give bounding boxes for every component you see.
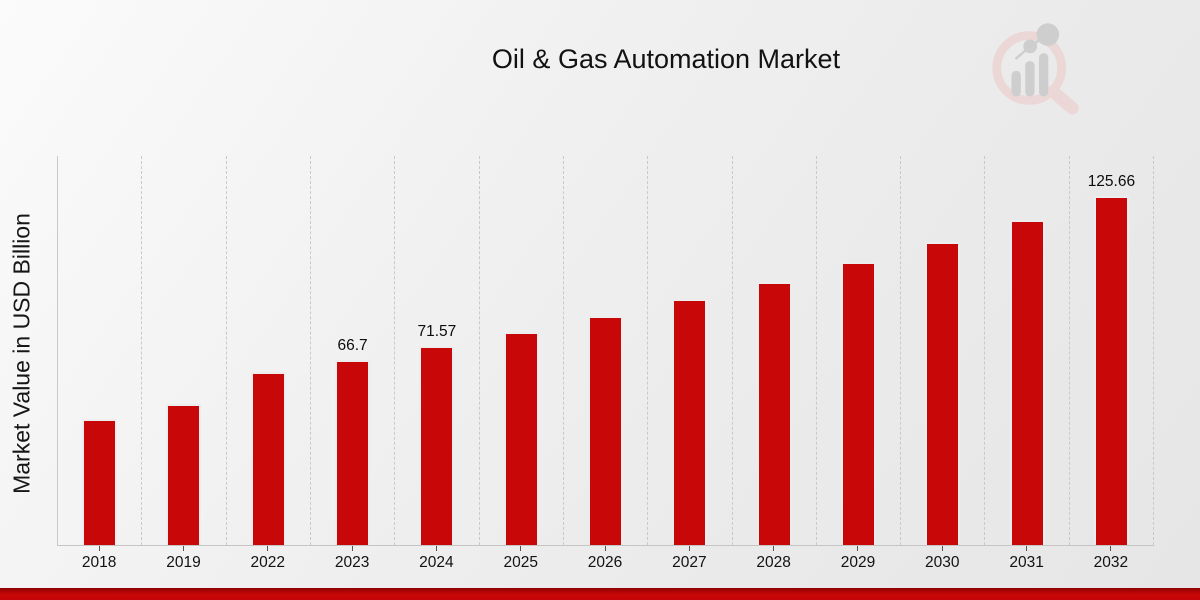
- bar-2024: [419, 346, 455, 545]
- axis-tick: [435, 546, 437, 551]
- x-axis-cell-2030: 2030: [900, 546, 984, 578]
- bar-value-label-2023: 66.7: [337, 337, 368, 354]
- x-axis-cell-2025: 2025: [479, 546, 563, 578]
- bar-2029: [840, 262, 876, 545]
- bar-column-2027: [648, 156, 733, 545]
- axis-tick: [773, 546, 775, 551]
- bar-column-2031: [985, 156, 1070, 545]
- x-axis-label-2032: 2032: [1093, 554, 1129, 571]
- x-axis-cell-2023: 2023: [310, 546, 394, 578]
- bar-column-2028: [733, 156, 817, 545]
- bar-2031: [1009, 220, 1045, 545]
- x-axis-cell-2032: 2032: [1069, 546, 1153, 578]
- bar-column-2029: [817, 156, 902, 545]
- bar-2030: [925, 242, 961, 545]
- magnifier-bar-chart-watermark-icon: [992, 23, 1079, 115]
- x-axis-cell-2029: 2029: [816, 546, 900, 578]
- chart-title: Oil & Gas Automation Market: [491, 44, 841, 74]
- bar-column-2024: 71.57: [395, 156, 480, 545]
- bar-column-2022: [227, 156, 311, 545]
- x-axis-cell-2019: 2019: [141, 546, 225, 578]
- x-axis-cell-2031: 2031: [984, 546, 1068, 578]
- x-axis-label-2023: 2023: [334, 554, 370, 571]
- bar-2026: [588, 316, 624, 545]
- bar-2025: [503, 332, 539, 545]
- x-axis-label-2028: 2028: [756, 554, 791, 571]
- x-axis-label-2022: 2022: [250, 554, 286, 571]
- x-axis-cell-2026: 2026: [563, 546, 647, 578]
- bar-value-label-2032: 125.66: [1087, 173, 1136, 190]
- x-axis-cell-2027: 2027: [647, 546, 731, 578]
- bar-column-2025: [480, 156, 564, 545]
- x-axis-label-2031: 2031: [1009, 554, 1044, 571]
- x-axis-label-2019: 2019: [166, 554, 201, 571]
- bar-column-2026: [564, 156, 649, 545]
- axis-tick: [267, 546, 269, 551]
- axis-tick: [1110, 546, 1112, 551]
- x-axis-labels: 2018 2019 2022 2023 2024 2025 2026 2027 2028 2029…: [57, 546, 1153, 578]
- axis-tick: [688, 546, 690, 551]
- bar-2018: [82, 419, 118, 545]
- bar-2019: [166, 404, 202, 545]
- axis-tick: [520, 546, 522, 551]
- x-axis-label-2030: 2030: [925, 554, 960, 571]
- x-axis-cell-2024: 2024: [394, 546, 478, 578]
- bar-column-2030: [901, 156, 986, 545]
- bar-2032: [1093, 196, 1129, 545]
- bar-2027: [672, 299, 708, 545]
- bar-column-2023: 66.7: [311, 156, 396, 545]
- axis-tick: [182, 546, 184, 551]
- bar-column-2018: [58, 156, 143, 545]
- bar-column-2019: [142, 156, 227, 545]
- x-axis-cell-2022: 2022: [226, 546, 310, 578]
- x-axis-label-2027: 2027: [672, 554, 707, 571]
- bar-2022: [250, 372, 286, 545]
- x-axis-label-2018: 2018: [81, 554, 117, 571]
- x-axis-label-2026: 2026: [587, 554, 623, 571]
- bar-column-2032: 125.66: [1070, 156, 1155, 545]
- x-axis-label-2025: 2025: [503, 554, 538, 571]
- x-axis-cell-2028: 2028: [732, 546, 816, 578]
- x-axis-label-2024: 2024: [419, 554, 454, 571]
- bottom-accent-band: [0, 588, 1200, 600]
- axis-tick: [857, 546, 859, 551]
- bar-2028: [756, 282, 792, 545]
- x-axis-cell-2018: 2018: [57, 546, 141, 578]
- axis-tick: [351, 546, 353, 551]
- axis-tick: [604, 546, 606, 551]
- axis-tick: [1026, 546, 1028, 551]
- x-axis-label-2029: 2029: [840, 554, 876, 571]
- axis-tick: [941, 546, 943, 551]
- bar-2023: [335, 360, 371, 545]
- bar-value-label-2024: 71.57: [417, 323, 457, 340]
- plot-area: 66.7 71.57 125.66: [57, 156, 1155, 546]
- axis-tick: [98, 546, 100, 551]
- y-axis-title: Market Value in USD Billion: [8, 213, 35, 494]
